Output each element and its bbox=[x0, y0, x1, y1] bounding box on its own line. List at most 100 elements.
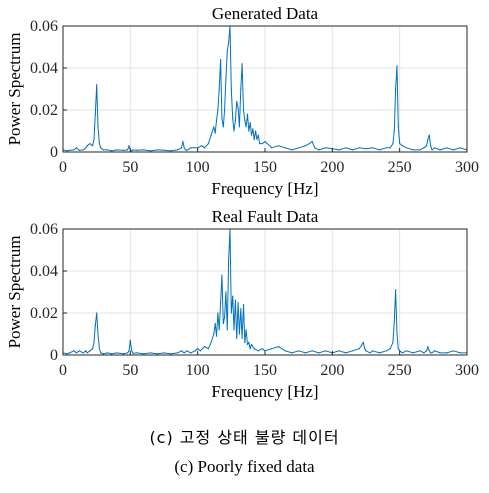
spectrum-point bbox=[149, 352, 152, 354]
x-tick-label: 50 bbox=[122, 159, 138, 176]
spectrum-point bbox=[291, 352, 293, 354]
y-tick-label: 0.06 bbox=[30, 18, 58, 35]
spectrum-point bbox=[237, 301, 239, 304]
spectrum-point bbox=[73, 149, 75, 151]
spectrum-point bbox=[183, 352, 185, 354]
spectrum-point bbox=[176, 149, 179, 151]
spectrum-point bbox=[298, 350, 300, 352]
spectrum-point bbox=[378, 352, 381, 354]
spectrum-point bbox=[143, 149, 145, 151]
spectrum-point bbox=[236, 337, 238, 339]
spectrum-point bbox=[298, 147, 300, 149]
spectrum-point bbox=[102, 149, 104, 151]
spectrum-point bbox=[252, 128, 254, 130]
spectrum-point bbox=[240, 88, 242, 90]
spectrum-point bbox=[92, 145, 94, 147]
spectrum-point bbox=[249, 348, 251, 350]
spectrum-line bbox=[62, 228, 467, 355]
spectrum-point bbox=[392, 143, 394, 145]
spectrum-point bbox=[128, 145, 130, 147]
spectrum-point bbox=[446, 147, 448, 149]
spectrum-point bbox=[257, 134, 259, 136]
spectrum-point bbox=[431, 149, 433, 151]
spectrum-point bbox=[431, 352, 433, 354]
spectrum-point bbox=[405, 350, 407, 352]
spectrum-point bbox=[230, 312, 232, 314]
spectrum-point bbox=[127, 149, 129, 151]
x-tick-label: 250 bbox=[388, 362, 412, 379]
spectrum-point bbox=[92, 348, 94, 350]
spectrum-point bbox=[183, 147, 185, 149]
x-tick-label: 200 bbox=[320, 362, 344, 379]
spectrum-point bbox=[395, 289, 397, 291]
spectrum-point bbox=[199, 350, 201, 352]
spectrum-point bbox=[207, 348, 209, 350]
spectrum-point bbox=[385, 147, 387, 149]
spectrum-point bbox=[249, 122, 251, 124]
spectrum-point bbox=[218, 329, 220, 331]
spectrum-point bbox=[96, 84, 98, 86]
spectrum-point bbox=[82, 149, 84, 151]
spectrum-point bbox=[128, 350, 130, 352]
spectrum-point bbox=[226, 329, 228, 331]
real-fault-data-panel: 0 50 100 150 200 250 300 0 0.02 0.04 0.06 Real Faul… bbox=[5, 207, 479, 401]
spectrum-point bbox=[226, 50, 228, 52]
spectrum-point bbox=[218, 88, 220, 90]
spectrum-point bbox=[110, 353, 113, 355]
spectrum-point bbox=[182, 140, 184, 143]
spectrum-point bbox=[163, 352, 165, 354]
x-tick-label: 0 bbox=[59, 159, 67, 176]
spectrum-point bbox=[396, 65, 398, 67]
spectrum-point bbox=[207, 143, 209, 145]
spectrum-point bbox=[325, 147, 327, 149]
spectrum-point bbox=[399, 143, 401, 145]
x-tick-label: 250 bbox=[388, 159, 412, 176]
spectrum-point bbox=[277, 346, 280, 348]
spectrum-point bbox=[224, 109, 226, 111]
spectrum-point bbox=[127, 352, 129, 354]
spectrum-point bbox=[345, 147, 347, 149]
x-tick-label: 100 bbox=[186, 159, 210, 176]
spectrum-point bbox=[428, 134, 430, 136]
spectrum-point bbox=[98, 143, 100, 145]
spectrum-point bbox=[257, 350, 259, 352]
spectrum-point bbox=[396, 333, 398, 335]
spectrum-point bbox=[345, 352, 347, 354]
spectrum-point bbox=[96, 312, 98, 314]
spectrum-point bbox=[241, 63, 243, 65]
spectrum-point bbox=[224, 316, 226, 318]
spectrum-point bbox=[291, 149, 293, 151]
spectrum-point bbox=[351, 149, 354, 151]
spectrum-point bbox=[419, 350, 421, 352]
spectrum-point bbox=[428, 350, 430, 352]
spectrum-point bbox=[131, 350, 133, 352]
y-tick-label: 0.02 bbox=[30, 102, 58, 119]
spectrum-point bbox=[439, 149, 441, 151]
spectrum-point bbox=[244, 119, 246, 122]
spectrum-point bbox=[233, 329, 235, 331]
spectrum-point bbox=[233, 130, 235, 132]
spectrum-point bbox=[446, 352, 448, 354]
spectrum-point bbox=[143, 353, 145, 355]
spectrum-point bbox=[214, 322, 216, 325]
spectrum-point bbox=[217, 109, 219, 111]
spectrum-point bbox=[308, 143, 310, 145]
spectrum-point bbox=[427, 138, 429, 140]
spectrum-point bbox=[234, 119, 236, 122]
spectrum-point bbox=[214, 132, 216, 134]
spectrum-point bbox=[194, 350, 196, 352]
spectrum-point bbox=[180, 350, 183, 352]
spectrum-point bbox=[78, 149, 80, 151]
spectrum-point bbox=[89, 350, 91, 352]
spectrum-point bbox=[132, 149, 134, 151]
spectrum-point bbox=[389, 147, 391, 149]
generated-data-panel: 0 50 100 150 200 250 300 0 0.02 0.04 0.06 Generated… bbox=[5, 4, 479, 198]
spectrum-point bbox=[256, 138, 258, 140]
spectrum-point bbox=[225, 77, 227, 80]
y-axis-label: Power Spectrum bbox=[5, 236, 24, 349]
spectrum-point bbox=[228, 259, 230, 262]
spectrum-point bbox=[222, 322, 224, 325]
spectrum-point bbox=[261, 348, 263, 350]
spectrum-point bbox=[136, 149, 138, 151]
spectrum-point bbox=[358, 147, 360, 149]
